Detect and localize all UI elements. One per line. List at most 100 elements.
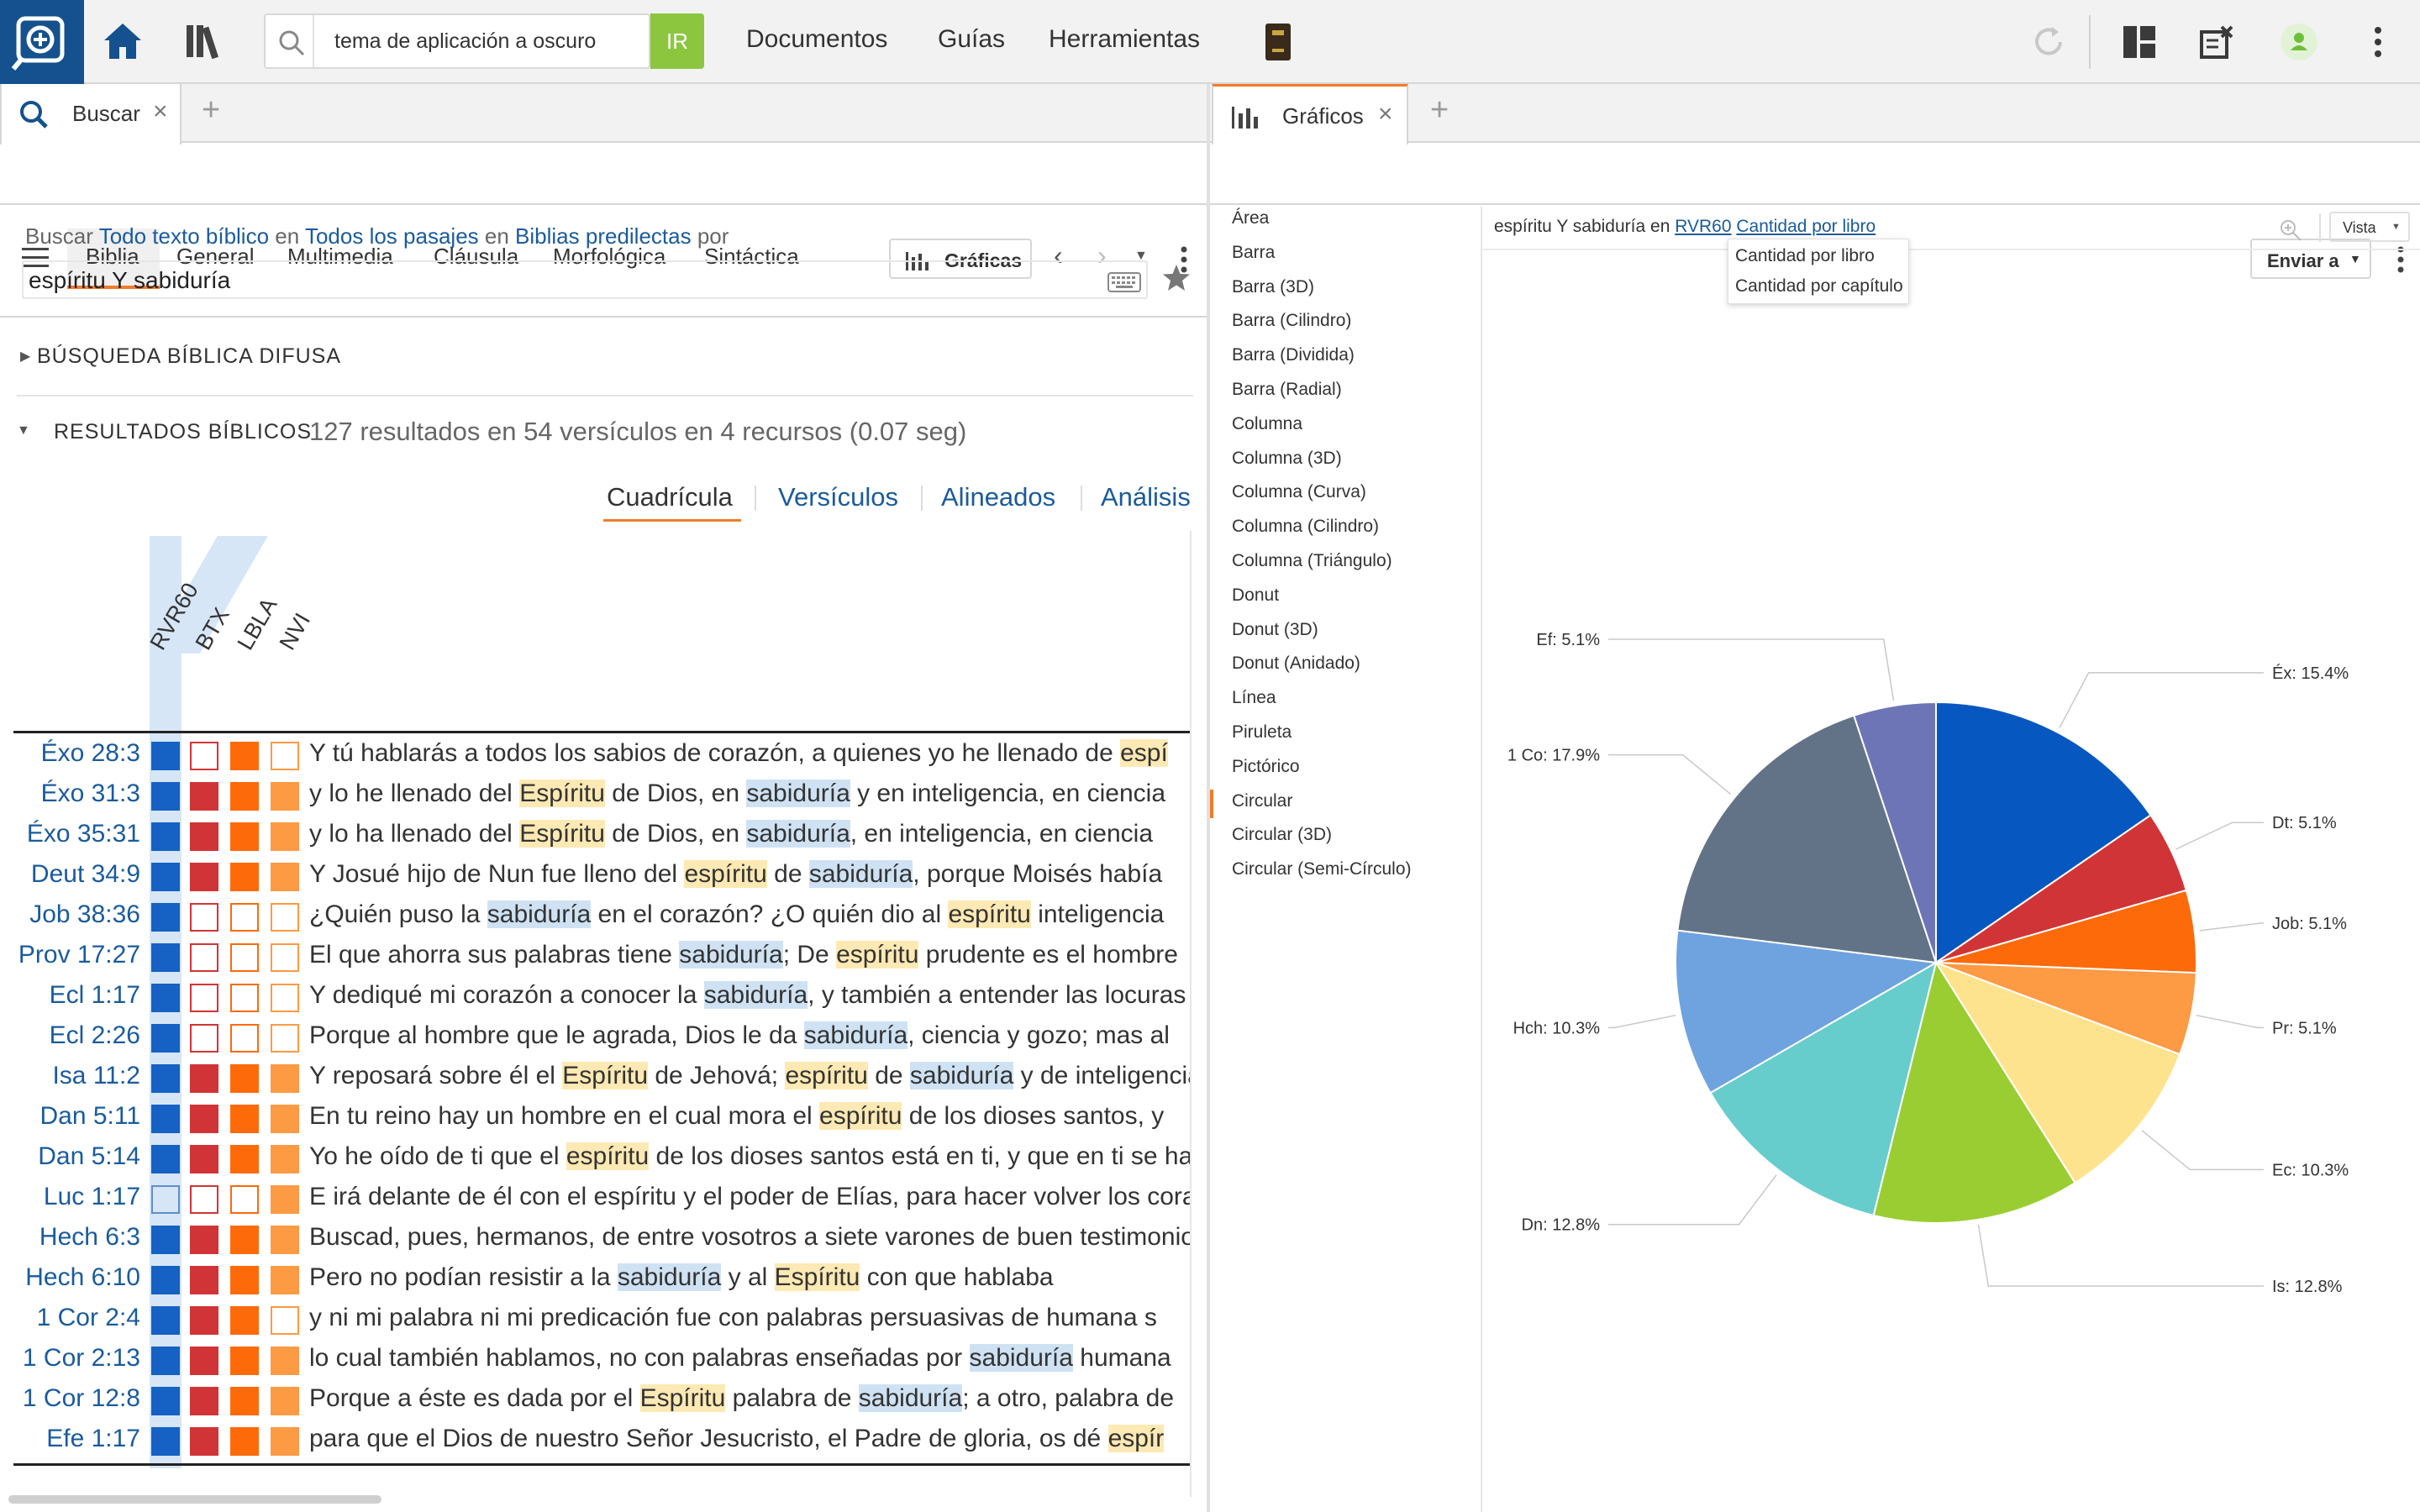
subtab-multimedia[interactable]: Multimedia xyxy=(287,244,393,269)
chart-type-item[interactable]: Circular xyxy=(1232,790,1293,811)
hit-cell-rvr60[interactable] xyxy=(151,1024,180,1053)
hit-cell-rvr60[interactable] xyxy=(151,1347,180,1375)
nav-documents[interactable]: Documentos xyxy=(746,25,888,53)
send-to-button[interactable]: Enviar a ▼ xyxy=(2250,239,2371,279)
chart-type-item[interactable]: Columna (Curva) xyxy=(1232,482,1366,502)
hit-cell-btx[interactable] xyxy=(190,1064,218,1093)
go-button[interactable]: IR xyxy=(650,13,704,69)
hit-cell-rvr60[interactable] xyxy=(151,903,180,932)
chart-type-item[interactable]: Barra (Radial) xyxy=(1232,380,1342,399)
hit-cell-rvr60[interactable] xyxy=(151,1306,180,1335)
view-dropdown[interactable]: Vista ▼ xyxy=(2329,212,2410,242)
chart-type-item[interactable]: Barra (3D) xyxy=(1232,276,1315,297)
verse-reference-link[interactable]: Dan 5:14 xyxy=(38,1142,140,1170)
verse-reference-link[interactable]: Éxo 35:31 xyxy=(26,820,140,848)
expand-arrow-icon[interactable]: ▶ xyxy=(20,349,31,364)
book-icon[interactable] xyxy=(1265,24,1291,60)
hit-cell-btx[interactable] xyxy=(190,1347,218,1375)
pie-slice-is[interactable] xyxy=(1872,960,2076,1224)
hit-cell-nvi[interactable] xyxy=(271,863,299,891)
pie-slice-hch[interactable] xyxy=(1675,929,1939,1095)
range-link[interactable]: Todos los pasajes xyxy=(304,223,479,249)
version-header-lbla[interactable]: LBLA xyxy=(232,593,282,654)
hit-cell-rvr60[interactable] xyxy=(151,1145,180,1173)
verse-reference-link[interactable]: Prov 17:27 xyxy=(18,941,140,969)
chart-type-item[interactable]: Pictórico xyxy=(1232,756,1300,776)
zoom-in-icon[interactable] xyxy=(2279,218,2302,242)
hit-cell-lbla[interactable] xyxy=(230,943,259,972)
new-tab-button[interactable]: + xyxy=(202,92,221,128)
home-button[interactable] xyxy=(103,22,143,60)
tab-search[interactable]: Buscar × xyxy=(0,84,182,144)
keyboard-icon[interactable] xyxy=(1107,272,1141,292)
hit-cell-btx[interactable] xyxy=(190,782,218,811)
command-search-box[interactable]: tema de aplicación a oscuro xyxy=(264,13,650,69)
scope-link[interactable]: Todo texto bíblico xyxy=(98,223,270,249)
verse-reference-link[interactable]: Luc 1:17 xyxy=(43,1183,140,1210)
hit-cell-nvi[interactable] xyxy=(271,1185,299,1214)
verse-reference-link[interactable]: Éxo 31:3 xyxy=(40,780,140,807)
pie-slice-ef[interactable] xyxy=(1852,701,1937,963)
chart-type-item[interactable]: Barra xyxy=(1232,242,1276,262)
hit-cell-nvi[interactable] xyxy=(271,984,299,1012)
view-tab-aligned[interactable]: Alineados xyxy=(941,482,1056,512)
verse-reference-link[interactable]: Ecl 1:17 xyxy=(49,981,140,1009)
verse-reference-link[interactable]: Ecl 2:26 xyxy=(49,1021,140,1049)
subtab-general[interactable]: General xyxy=(176,244,255,269)
forward-button[interactable]: › xyxy=(1097,240,1107,270)
pie-slice-éx[interactable] xyxy=(1935,701,2152,964)
close-tab-icon[interactable]: × xyxy=(1378,100,1393,128)
chart-type-item[interactable]: Piruleta xyxy=(1232,722,1292,742)
hit-cell-rvr60[interactable] xyxy=(151,984,180,1012)
verse-reference-link[interactable]: Hech 6:3 xyxy=(39,1223,140,1251)
star-icon[interactable] xyxy=(1161,264,1192,292)
hit-cell-lbla[interactable] xyxy=(230,1266,259,1294)
hit-cell-nvi[interactable] xyxy=(271,1024,299,1053)
hit-cell-lbla[interactable] xyxy=(230,742,259,770)
hit-cell-lbla[interactable] xyxy=(230,1024,259,1053)
hit-cell-btx[interactable] xyxy=(190,1306,218,1335)
tab-graphs[interactable]: Gráficos × xyxy=(1212,84,1408,144)
hit-cell-rvr60[interactable] xyxy=(151,782,180,811)
collapse-arrow-icon[interactable]: ▼ xyxy=(17,423,30,438)
view-tab-verses[interactable]: Versículos xyxy=(778,482,899,512)
hit-cell-nvi[interactable] xyxy=(271,1145,299,1173)
hit-cell-nvi[interactable] xyxy=(271,943,299,972)
hit-cell-lbla[interactable] xyxy=(230,1185,259,1214)
hit-cell-btx[interactable] xyxy=(190,1105,218,1133)
hit-cell-nvi[interactable] xyxy=(271,1064,299,1093)
hit-cell-rvr60[interactable] xyxy=(151,1266,180,1294)
logos-logo-button[interactable] xyxy=(0,0,84,84)
hit-cell-nvi[interactable] xyxy=(271,1105,299,1133)
verse-reference-link[interactable]: 1 Cor 12:8 xyxy=(22,1384,140,1412)
hit-cell-btx[interactable] xyxy=(190,943,218,972)
chart-type-item[interactable]: Columna (Triángulo) xyxy=(1232,551,1392,570)
chart-type-item[interactable]: Columna xyxy=(1232,413,1303,433)
hit-cell-nvi[interactable] xyxy=(271,742,299,770)
chart-type-item[interactable]: Área xyxy=(1232,208,1270,228)
hit-cell-btx[interactable] xyxy=(190,1427,218,1456)
main-menu-button[interactable] xyxy=(2370,25,2386,59)
version-link[interactable]: RVR60 xyxy=(1675,217,1732,236)
hit-cell-lbla[interactable] xyxy=(230,822,259,851)
hit-cell-btx[interactable] xyxy=(190,742,218,770)
subtab-morfologica[interactable]: Morfológica xyxy=(553,244,666,269)
verse-reference-link[interactable]: Deut 34:9 xyxy=(30,860,140,888)
chart-type-item[interactable]: Circular (3D) xyxy=(1232,825,1333,845)
close-tab-icon[interactable]: × xyxy=(153,97,168,125)
version-header-nvi[interactable]: NVI xyxy=(274,608,316,654)
chart-type-item[interactable]: Columna (3D) xyxy=(1232,448,1342,468)
chart-type-item[interactable]: Barra (Dividida) xyxy=(1232,345,1355,365)
history-dropdown-icon[interactable]: ▼ xyxy=(1134,249,1148,263)
hit-cell-lbla[interactable] xyxy=(230,903,259,932)
back-button[interactable]: ‹ xyxy=(1054,240,1063,270)
hit-cell-rvr60[interactable] xyxy=(151,943,180,972)
results-section-header[interactable]: RESULTADOS BÍBLICOS xyxy=(54,420,313,444)
verse-reference-link[interactable]: 1 Cor 2:4 xyxy=(36,1304,140,1331)
hit-cell-lbla[interactable] xyxy=(230,1145,259,1173)
hit-cell-rvr60[interactable] xyxy=(151,1226,180,1254)
chart-type-item[interactable]: Donut (Anidado) xyxy=(1232,654,1360,674)
close-panels-button[interactable] xyxy=(2198,24,2235,60)
pie-slice-1-co[interactable] xyxy=(1676,714,1938,964)
dropdown-option-by-book[interactable]: Cantidad por libro xyxy=(1735,246,1875,265)
